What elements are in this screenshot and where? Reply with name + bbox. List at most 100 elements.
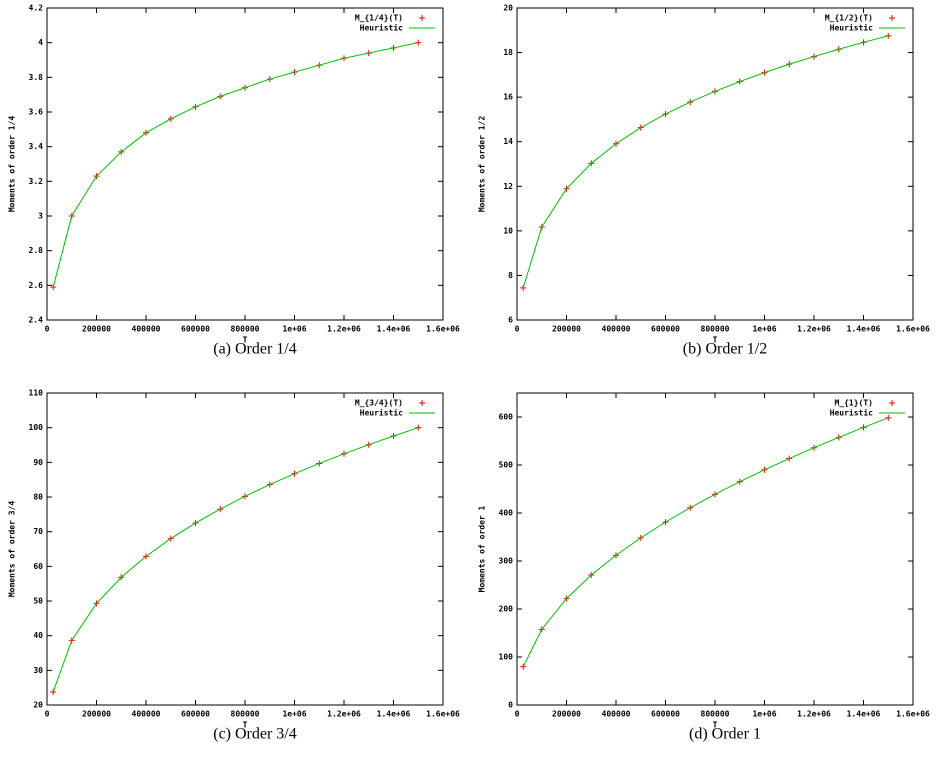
x-tick-label: 200000	[552, 325, 581, 334]
data-point	[885, 414, 892, 421]
data-point	[885, 32, 892, 39]
x-tick-label: 600000	[181, 325, 210, 334]
y-tick-label: 70	[33, 527, 43, 536]
legend-swatch	[419, 400, 425, 406]
caption cap: (d) Order 1	[689, 726, 761, 743]
x-tick-label: 400000	[132, 325, 161, 334]
x-tick-label: 1.2e+06	[797, 710, 831, 719]
legend-swatch	[889, 400, 895, 406]
y-tick-label: 3.8	[29, 73, 44, 82]
y-tick-label: 3.4	[29, 142, 44, 151]
y-tick-label: 3.2	[29, 177, 44, 186]
x-axis-label: T	[243, 336, 248, 345]
y-tick-label: 100	[29, 423, 44, 432]
legend-label: M_{1/2}(T)	[825, 14, 873, 23]
y-axis-label: Moments of order 1	[478, 505, 487, 592]
y-tick-label: 30	[33, 666, 43, 675]
x-tick-label: 0	[45, 710, 50, 719]
x-tick-label: 800000	[701, 710, 730, 719]
y-tick-label: 3	[38, 212, 43, 221]
x-tick-label: 1e+06	[282, 710, 306, 719]
y-tick-label: 2.4	[29, 316, 44, 325]
legend-swatch	[419, 15, 425, 21]
y-tick-label: 200	[499, 605, 514, 614]
y-tick-label: 2.8	[29, 246, 44, 255]
legend-label: M_{3/4}(T)	[355, 399, 403, 408]
data-point	[415, 424, 422, 431]
x-tick-label: 1e+06	[282, 325, 306, 334]
x-tick-label: 0	[515, 710, 520, 719]
y-tick-label: 4	[38, 38, 43, 47]
y-tick-label: 0	[508, 701, 513, 710]
x-tick-label: 1.6e+06	[426, 325, 460, 334]
y-tick-label: 10	[503, 226, 513, 235]
x-tick-label: 400000	[602, 325, 631, 334]
caption cap: (c) Order 3/4	[213, 726, 297, 743]
x-tick-label: 1.6e+06	[426, 710, 460, 719]
x-axis-label: T	[713, 336, 718, 345]
y-tick-label: 4.2	[29, 4, 44, 13]
series-line	[522, 35, 889, 289]
y-tick-label: 14	[503, 137, 513, 146]
y-tick-label: 20	[33, 701, 43, 710]
y-tick-label: 20	[503, 4, 513, 13]
x-tick-label: 1.6e+06	[896, 710, 930, 719]
x-tick-label: 1.2e+06	[327, 710, 361, 719]
legend-label: Heuristic	[830, 23, 874, 33]
series-line	[52, 427, 419, 693]
y-tick-label: 600	[499, 413, 514, 422]
x-axis-label: T	[243, 721, 248, 730]
x-tick-label: 200000	[82, 710, 111, 719]
y-tick-label: 300	[499, 557, 514, 566]
caption cap: (a) Order 1/4	[213, 341, 297, 358]
y-tick-label: 12	[503, 182, 513, 191]
x-tick-label: 400000	[602, 710, 631, 719]
x-tick-label: 800000	[701, 325, 730, 334]
x-tick-label: 1.6e+06	[896, 325, 930, 334]
y-tick-label: 50	[33, 597, 43, 606]
y-tick-label: 500	[499, 461, 514, 470]
legend-label: Heuristic	[360, 408, 404, 418]
legend-swatch	[889, 15, 895, 21]
x-tick-label: 400000	[132, 710, 161, 719]
y-tick-label: 8	[508, 271, 513, 280]
x-tick-label: 200000	[552, 710, 581, 719]
x-tick-label: 1.2e+06	[327, 325, 361, 334]
y-tick-label: 100	[499, 653, 514, 662]
y-tick-label: 60	[33, 562, 43, 571]
series-line	[52, 42, 419, 288]
x-tick-label: 1.4e+06	[847, 710, 881, 719]
x-tick-label: 600000	[651, 325, 680, 334]
y-tick-label: 80	[33, 493, 43, 502]
y-axis-label: Moments of order 3/4	[8, 501, 17, 598]
y-tick-label: 2.6	[29, 281, 44, 290]
y-tick-label: 400	[499, 509, 514, 518]
x-tick-label: 600000	[651, 710, 680, 719]
x-tick-label: 800000	[231, 325, 260, 334]
x-tick-label: 800000	[231, 710, 260, 719]
legend-label: M_{1/4}(T)	[355, 14, 403, 23]
x-axis-label: T	[713, 721, 718, 730]
y-axis-label: Moments of order 1/2	[478, 116, 487, 213]
y-tick-label: 90	[33, 458, 43, 467]
plot-frame	[516, 7, 914, 321]
y-tick-label: 16	[503, 93, 513, 102]
legend-label: Heuristic	[830, 408, 874, 418]
plot-frame	[516, 392, 914, 706]
y-tick-label: 40	[33, 631, 43, 640]
y-axis-label: Moments of order 1/4	[8, 116, 17, 213]
y-tick-label: 18	[503, 48, 513, 57]
x-tick-label: 600000	[181, 710, 210, 719]
data-point	[520, 663, 527, 670]
y-tick-label: 110	[29, 389, 44, 398]
caption cap: (b) Order 1/2	[683, 341, 767, 358]
x-tick-label: 1.2e+06	[797, 325, 831, 334]
plot-frame	[46, 7, 444, 321]
y-tick-label: 6	[508, 316, 513, 325]
x-tick-label: 1e+06	[752, 710, 776, 719]
x-tick-label: 0	[515, 325, 520, 334]
x-tick-label: 0	[45, 325, 50, 334]
legend-label: M_{1}(T)	[834, 399, 873, 408]
